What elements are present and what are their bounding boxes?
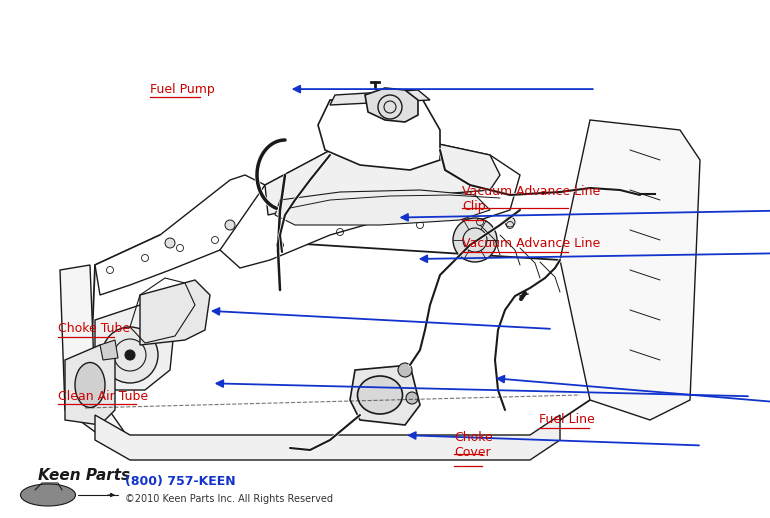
Circle shape bbox=[398, 363, 412, 377]
Circle shape bbox=[455, 208, 465, 218]
Polygon shape bbox=[318, 95, 440, 170]
Circle shape bbox=[102, 327, 158, 383]
Polygon shape bbox=[90, 235, 600, 440]
Circle shape bbox=[165, 238, 175, 248]
Polygon shape bbox=[265, 140, 500, 215]
Text: (800) 757-KEEN: (800) 757-KEEN bbox=[125, 474, 236, 487]
Polygon shape bbox=[275, 190, 490, 225]
Text: Keen Parts: Keen Parts bbox=[38, 468, 130, 483]
Text: Fuel Line: Fuel Line bbox=[539, 413, 594, 426]
Polygon shape bbox=[95, 415, 560, 460]
Polygon shape bbox=[95, 300, 175, 390]
Polygon shape bbox=[220, 140, 520, 268]
Polygon shape bbox=[560, 120, 700, 420]
Text: ©2010 Keen Parts Inc. All Rights Reserved: ©2010 Keen Parts Inc. All Rights Reserve… bbox=[125, 494, 333, 504]
Ellipse shape bbox=[357, 376, 403, 414]
Circle shape bbox=[395, 205, 405, 215]
Polygon shape bbox=[632, 185, 648, 203]
Text: Vacuum Advance Line: Vacuum Advance Line bbox=[462, 237, 601, 250]
Text: Clean Air Tube: Clean Air Tube bbox=[58, 390, 148, 403]
Text: Vacuum Advance Line
Clip: Vacuum Advance Line Clip bbox=[462, 185, 601, 213]
Text: Choke Tube: Choke Tube bbox=[58, 322, 130, 336]
Ellipse shape bbox=[21, 484, 75, 506]
Circle shape bbox=[225, 220, 235, 230]
Circle shape bbox=[305, 210, 315, 220]
Circle shape bbox=[505, 217, 515, 227]
Text: Choke
Cover: Choke Cover bbox=[454, 431, 493, 459]
Polygon shape bbox=[350, 365, 420, 425]
Polygon shape bbox=[95, 175, 270, 295]
Polygon shape bbox=[100, 340, 118, 360]
Circle shape bbox=[406, 392, 418, 404]
Polygon shape bbox=[330, 90, 430, 105]
Polygon shape bbox=[60, 265, 130, 450]
Text: Fuel Pump: Fuel Pump bbox=[150, 82, 215, 96]
Polygon shape bbox=[140, 280, 210, 345]
Ellipse shape bbox=[75, 363, 105, 408]
Circle shape bbox=[125, 350, 135, 360]
Polygon shape bbox=[365, 88, 418, 122]
Polygon shape bbox=[65, 345, 115, 425]
Circle shape bbox=[453, 218, 497, 262]
